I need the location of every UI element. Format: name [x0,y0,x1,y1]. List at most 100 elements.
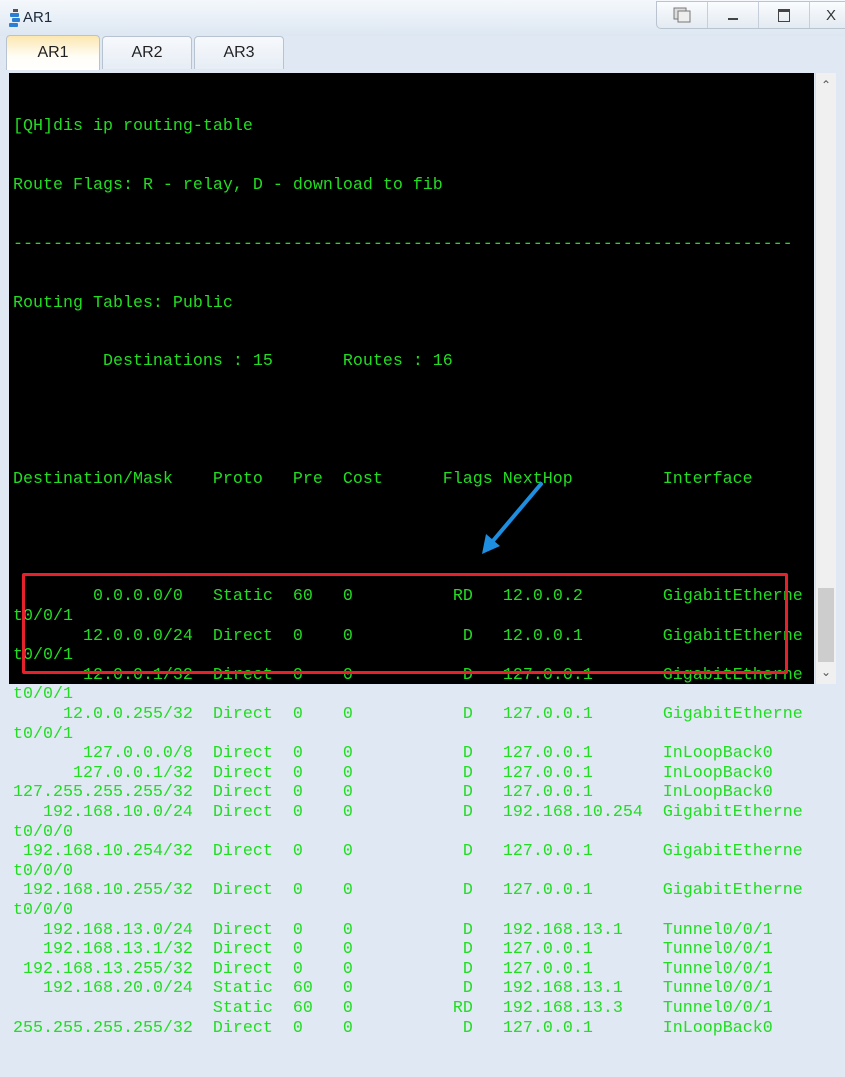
close-button[interactable]: X [810,2,845,28]
route-proto: Direct [212,940,273,960]
tab-ar2[interactable]: AR2 [102,36,192,69]
route-flags: D [462,802,473,822]
blank-line [13,529,813,549]
route-flags: D [462,783,473,803]
route-pre: 0 [292,705,303,724]
route-flags-legend: Route Flags: R - relay, D - download to … [13,175,443,195]
route-pre: 0 [292,940,303,960]
route-flags: RD [452,998,473,1018]
highlight-box [22,573,788,674]
route-row: 192.168.10.255/32 Direct 0 0 D 127.0.0.1… [13,881,813,920]
route-dest: 192.168.13.255/32 [23,959,193,979]
route-pre: 0 [292,626,303,646]
route-interface: Tunnel0/0/1 [662,920,773,940]
route-interface: GigabitEthernet0/0/1 [13,626,803,666]
route-row: 12.0.0.255/32 Direct 0 0 D 127.0.0.1 Gig… [13,705,813,744]
route-dest: 12.0.0.0/24 [82,626,193,646]
route-pre: 0 [292,842,303,862]
window-title: AR1 [23,9,53,26]
title-bar: AR1 X [0,0,845,36]
blank-line [13,411,813,431]
route-nexthop: 127.0.0.1 [502,842,593,862]
route-flags: D [462,763,473,783]
route-interface: InLoopBack0 [662,763,773,783]
route-cost: 0 [342,763,353,783]
route-pre: 60 [292,979,313,999]
command-line: [QH]dis ip routing-table [13,117,253,137]
scroll-up-icon[interactable]: ⌃ [820,78,832,92]
route-nexthop: 127.0.0.1 [502,940,593,960]
minimize-button[interactable] [708,2,759,28]
close-icon: X [825,6,836,24]
route-proto: Direct [212,763,273,783]
route-nexthop: 127.0.0.1 [502,763,593,783]
route-pre: 0 [292,1018,303,1038]
route-flags: D [462,842,473,862]
route-pre: 0 [292,744,303,764]
route-row: 127.0.0.0/8 Direct 0 0 D 127.0.0.1 InLoo… [13,744,813,764]
route-cost: 0 [342,626,353,646]
route-cost: 0 [342,783,353,803]
route-nexthop: 127.0.0.1 [502,705,593,724]
route-nexthop: 12.0.0.2 [502,587,583,607]
route-row: 192.168.20.0/24 Static 60 0 D 192.168.13… [13,979,813,999]
route-cost: 0 [342,940,353,960]
route-flags: D [462,959,473,979]
route-flags: D [462,920,473,940]
route-proto: Direct [212,705,273,724]
route-nexthop: 127.0.0.1 [502,959,593,979]
tab-ar3[interactable]: AR3 [194,36,284,69]
route-proto: Direct [212,842,273,862]
route-nexthop: 192.168.13.1 [502,979,623,999]
route-row: 192.168.10.254/32 Direct 0 0 D 127.0.0.1… [13,842,813,881]
route-interface: Tunnel0/0/1 [662,959,773,979]
route-pre: 0 [292,763,303,783]
route-dest: 192.168.10.254/32 [23,842,193,862]
route-cost: 0 [342,665,353,685]
route-pre: 0 [292,783,303,803]
route-row: Static 60 0 RD 192.168.13.3 Tunnel0/0/1 [13,999,813,1019]
route-interface: InLoopBack0 [662,783,773,803]
route-nexthop: 192.168.10.254 [502,802,643,822]
route-nexthop: 127.0.0.1 [502,881,593,901]
minimize-icon [728,18,738,20]
separator-line: ----------------------------------------… [13,234,793,254]
route-pre: 0 [292,920,303,940]
route-flags: D [462,940,473,960]
scroll-thumb[interactable] [818,588,834,662]
route-row: 192.168.13.255/32 Direct 0 0 D 127.0.0.1… [13,960,813,980]
routes-summary: Destinations : 15 Routes : 16 [13,352,453,372]
route-row: 192.168.13.1/32 Direct 0 0 D 127.0.0.1 T… [13,940,813,960]
tab-ar1[interactable]: AR1 [6,35,100,70]
route-dest: 0.0.0.0/0 [92,587,193,607]
route-nexthop: 127.0.0.1 [502,1018,593,1038]
route-cost: 0 [342,1018,353,1038]
route-cost: 0 [342,705,353,724]
scroll-down-icon[interactable]: ⌄ [820,665,832,679]
route-pre: 0 [292,802,303,822]
route-cost: 0 [342,881,353,901]
route-proto: Static [212,979,273,999]
route-flags: D [462,881,473,901]
route-dest: 255.255.255.255/32 [13,1018,193,1038]
route-interface: Tunnel0/0/1 [662,979,773,999]
route-row: 127.255.255.255/32 Direct 0 0 D 127.0.0.… [13,783,813,803]
route-dest: 127.0.0.0/8 [82,744,193,764]
route-proto: Direct [212,665,273,685]
maximize-icon [778,8,790,22]
route-dest: 192.168.20.0/24 [43,979,193,999]
route-proto: Direct [212,783,273,803]
route-dest: 192.168.13.1/32 [43,940,193,960]
route-proto: Static [212,587,273,607]
route-flags: D [462,665,473,685]
route-flags: D [462,626,473,646]
route-nexthop: 192.168.13.1 [502,920,623,940]
route-interface: GigabitEthernet0/0/1 [13,587,803,627]
vertical-scrollbar[interactable]: ⌃ ⌄ [815,73,836,684]
route-cost: 0 [342,979,353,999]
maximize-button[interactable] [759,2,810,28]
route-cost: 0 [342,587,353,607]
restore-button[interactable] [657,2,708,28]
route-row: 12.0.0.0/24 Direct 0 0 D 12.0.0.1 Gigabi… [13,627,813,666]
route-proto: Direct [212,626,273,646]
